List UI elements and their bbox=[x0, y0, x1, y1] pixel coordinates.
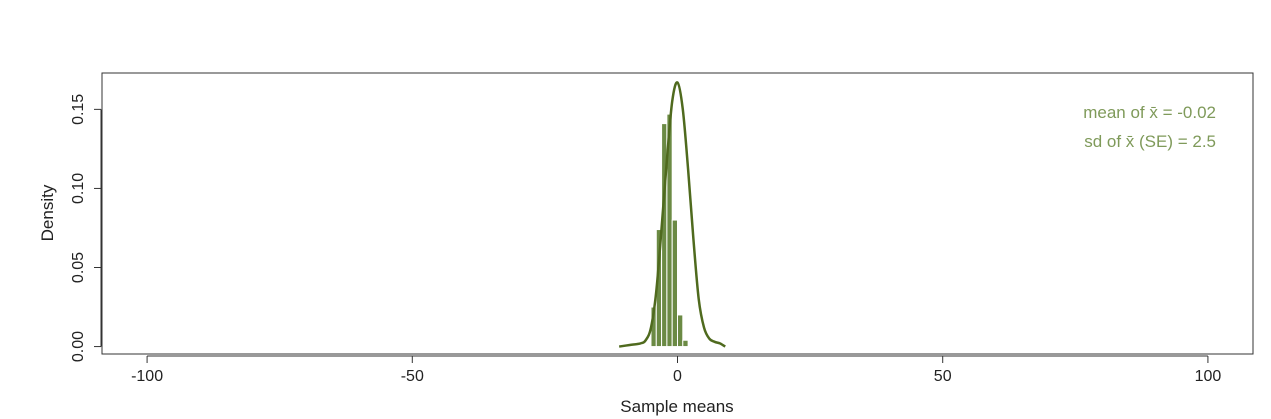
x-tick-label: -100 bbox=[131, 368, 163, 385]
annotation-mean: mean of x̄ = -0.02 bbox=[1083, 103, 1216, 122]
x-tick-label: -50 bbox=[401, 368, 424, 385]
density-curve-group bbox=[618, 81, 726, 348]
histogram-bars bbox=[650, 113, 689, 348]
annotation-se: sd of x̄ (SE) = 2.5 bbox=[1084, 132, 1216, 151]
x-tick-label: 50 bbox=[934, 368, 952, 385]
density-curve bbox=[618, 81, 726, 348]
histogram-bar bbox=[677, 314, 684, 348]
y-tick-label: 0.00 bbox=[70, 331, 87, 362]
histogram-bar bbox=[671, 219, 679, 348]
y-tick-label: 0.10 bbox=[70, 173, 87, 204]
x-tick-label: 100 bbox=[1195, 368, 1222, 385]
y-tick-label: 0.15 bbox=[70, 94, 87, 125]
y-axis-title: Density bbox=[38, 184, 57, 241]
x-axis: -100 -50 0 50 100 bbox=[131, 355, 1222, 385]
x-axis-title: Sample means bbox=[620, 397, 733, 416]
x-tick-label: 0 bbox=[673, 368, 682, 385]
plot-frame bbox=[101, 72, 1254, 355]
y-axis: 0.00 0.05 0.10 0.15 bbox=[70, 94, 102, 362]
y-tick-label: 0.05 bbox=[70, 252, 87, 283]
histogram-bar bbox=[682, 339, 689, 348]
